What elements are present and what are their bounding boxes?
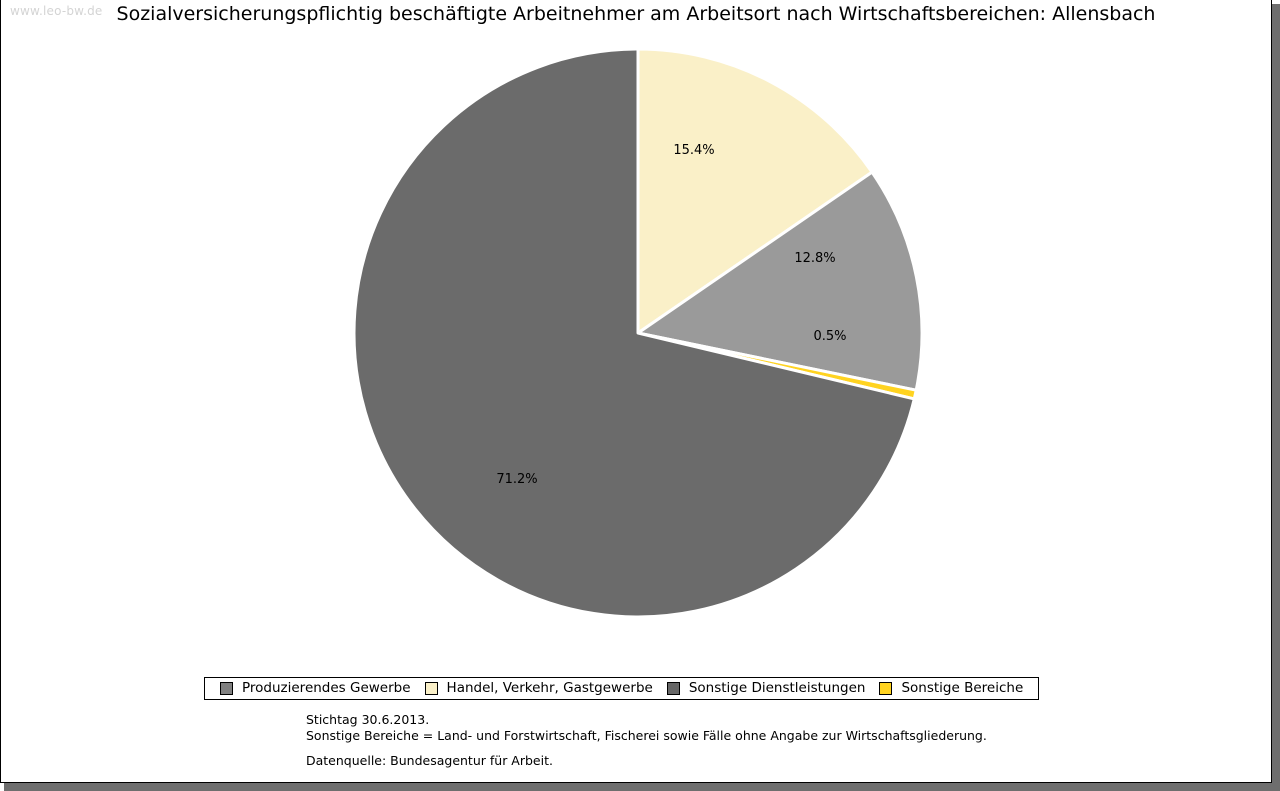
- pie-slice[interactable]: [636, 47, 874, 335]
- chart-title: Sozialversicherungspflichtig beschäftigt…: [116, 3, 1156, 25]
- legend-label: Sonstige Dienstleistungen: [688, 679, 866, 696]
- legend-item-sonstige-dienstleistungen[interactable]: Sonstige Dienstleistungen: [660, 679, 873, 696]
- legend-swatch-icon: [424, 682, 438, 695]
- watermark: www.leo-bw.de: [10, 4, 103, 18]
- legend-item-sonstige-bereiche[interactable]: Sonstige Bereiche: [872, 679, 1030, 696]
- legend-swatch-icon: [220, 682, 233, 695]
- page-frame-bottom-shadow: [4, 783, 1280, 791]
- footnote-source: Datenquelle: Bundesagentur für Arbeit.: [306, 753, 553, 768]
- pie-slice-label: 15.4%: [673, 143, 714, 158]
- pie-chart-svg: 15.4% 12.8% 0.5% 71.2%: [352, 47, 924, 619]
- page-frame-left: [0, 0, 1, 782]
- pie-slice-label: 71.2%: [496, 472, 537, 487]
- page-frame-top: [0, 0, 1272, 1]
- pie-slice-label: 0.5%: [813, 329, 846, 344]
- pie-slice[interactable]: [352, 47, 916, 619]
- legend-item-handel-verkehr-gastgewerbe[interactable]: Handel, Verkehr, Gastgewerbe: [418, 679, 660, 696]
- pie-labels-group: 15.4% 12.8% 0.5% 71.2%: [496, 143, 846, 487]
- legend-label: Handel, Verkehr, Gastgewerbe: [446, 679, 653, 696]
- page-frame-right-shadow: [1272, 4, 1280, 791]
- footnote-stichtag: Stichtag 30.6.2013.: [306, 712, 430, 727]
- page-frame-bottom-line: [0, 782, 1272, 783]
- chart-footnotes: Stichtag 30.6.2013. Sonstige Bereiche = …: [306, 712, 987, 769]
- page-frame-right-line: [1271, 0, 1272, 782]
- legend-swatch-icon: [666, 682, 680, 695]
- footnote-spacer: [306, 744, 987, 753]
- legend-label: Sonstige Bereiche: [901, 679, 1024, 696]
- footnote-definition: Sonstige Bereiche = Land- und Forstwirts…: [306, 728, 987, 743]
- legend-label: Produzierendes Gewerbe: [242, 679, 411, 696]
- pie-slice[interactable]: [636, 170, 924, 392]
- pie-slices-group: [352, 47, 924, 619]
- pie-chart: 15.4% 12.8% 0.5% 71.2%: [352, 47, 924, 619]
- legend-item-produzierendes-gewerbe[interactable]: Produzierendes Gewerbe: [213, 679, 418, 696]
- legend-swatch-icon: [879, 682, 893, 695]
- chart-legend: Produzierendes Gewerbe Handel, Verkehr, …: [204, 677, 1040, 700]
- pie-slice-label: 12.8%: [794, 251, 835, 266]
